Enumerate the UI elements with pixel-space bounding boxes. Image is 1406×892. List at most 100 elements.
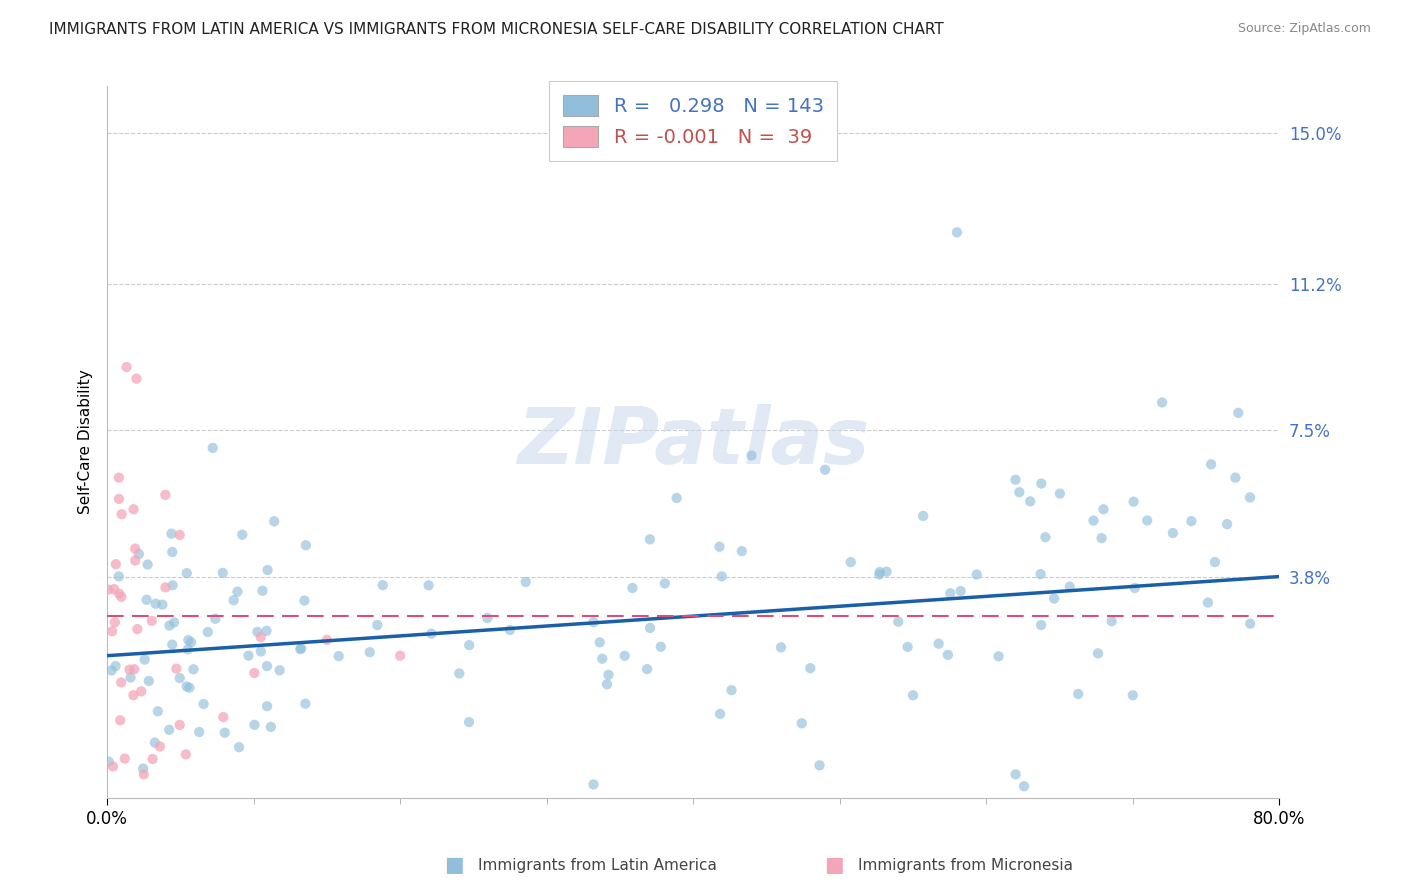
Point (1008, 485, 1031, 500)
Point (201, 441, 224, 455)
Point (790, 716, 813, 731)
Point (1035, 530, 1057, 544)
Text: IMMIGRANTS FROM LATIN AMERICA VS IMMIGRANTS FROM MICRONESIA SELF-CARE DISABILITY: IMMIGRANTS FROM LATIN AMERICA VS IMMIGRA… (49, 22, 943, 37)
Point (97, 755, 120, 769)
Point (1122, 494, 1144, 508)
Point (110, 590, 132, 604)
Point (180, 635, 202, 649)
Point (710, 569, 733, 583)
Point (124, 553, 146, 567)
Point (328, 649, 350, 664)
Point (1152, 395, 1174, 409)
Point (582, 615, 605, 630)
Point (108, 491, 131, 506)
Point (1225, 470, 1247, 484)
Point (1122, 688, 1144, 702)
Point (256, 563, 278, 577)
Point (231, 527, 253, 541)
Point (177, 642, 200, 657)
Point (987, 649, 1010, 664)
Point (638, 533, 661, 547)
Point (204, 612, 226, 626)
Point (582, 777, 605, 791)
Point (598, 668, 620, 682)
Point (145, 597, 167, 611)
Point (115, 360, 138, 375)
Point (132, 762, 155, 776)
Point (371, 578, 394, 592)
Point (876, 565, 898, 579)
Point (111, 507, 134, 521)
Point (104, 558, 127, 572)
Point (188, 725, 211, 739)
Point (108, 470, 131, 484)
Point (103, 582, 125, 596)
Text: Immigrants from Latin America: Immigrants from Latin America (478, 858, 717, 872)
Point (901, 688, 924, 702)
Point (197, 625, 219, 640)
Point (596, 677, 619, 691)
Point (1101, 614, 1123, 628)
Point (1092, 502, 1115, 516)
Point (256, 624, 278, 638)
Point (120, 671, 142, 685)
Point (260, 720, 283, 734)
Point (226, 584, 249, 599)
Point (169, 528, 191, 542)
Point (256, 699, 278, 714)
Point (163, 615, 186, 630)
Point (1199, 458, 1222, 472)
Text: Source: ZipAtlas.com: Source: ZipAtlas.com (1237, 22, 1371, 36)
Point (162, 545, 184, 559)
Point (228, 740, 250, 755)
Point (263, 514, 285, 528)
Point (238, 648, 260, 663)
Point (458, 715, 481, 730)
Point (936, 648, 959, 662)
Point (108, 587, 131, 601)
Point (97, 582, 120, 597)
Point (949, 584, 972, 599)
Point (316, 632, 339, 647)
Point (654, 576, 676, 591)
Point (897, 640, 920, 654)
Point (157, 723, 180, 737)
Text: ■: ■ (824, 855, 844, 875)
Point (155, 581, 177, 595)
Point (769, 640, 792, 655)
Point (127, 622, 149, 636)
Point (1043, 591, 1066, 606)
Point (104, 659, 127, 673)
Point (1136, 513, 1159, 527)
Point (169, 718, 191, 732)
Point (138, 673, 160, 688)
Point (246, 624, 269, 639)
Point (104, 615, 127, 630)
Point (122, 688, 145, 702)
Point (162, 578, 184, 592)
Point (252, 583, 274, 598)
Point (174, 747, 197, 762)
Point (146, 704, 169, 718)
Point (499, 623, 522, 637)
Point (135, 592, 157, 607)
Point (869, 565, 891, 579)
Point (101, 624, 124, 639)
Point (946, 225, 969, 239)
Point (122, 502, 145, 516)
Point (193, 697, 215, 711)
Point (211, 566, 233, 580)
Point (621, 581, 644, 595)
Point (1227, 406, 1250, 420)
Point (1087, 647, 1109, 661)
Point (1216, 517, 1239, 532)
Point (160, 638, 183, 652)
Text: ZIPatlas: ZIPatlas (517, 404, 869, 480)
Point (101, 759, 124, 773)
Point (1004, 473, 1026, 487)
Point (665, 491, 688, 505)
Point (222, 593, 245, 607)
Point (741, 449, 763, 463)
Point (294, 593, 316, 607)
Point (808, 758, 831, 772)
